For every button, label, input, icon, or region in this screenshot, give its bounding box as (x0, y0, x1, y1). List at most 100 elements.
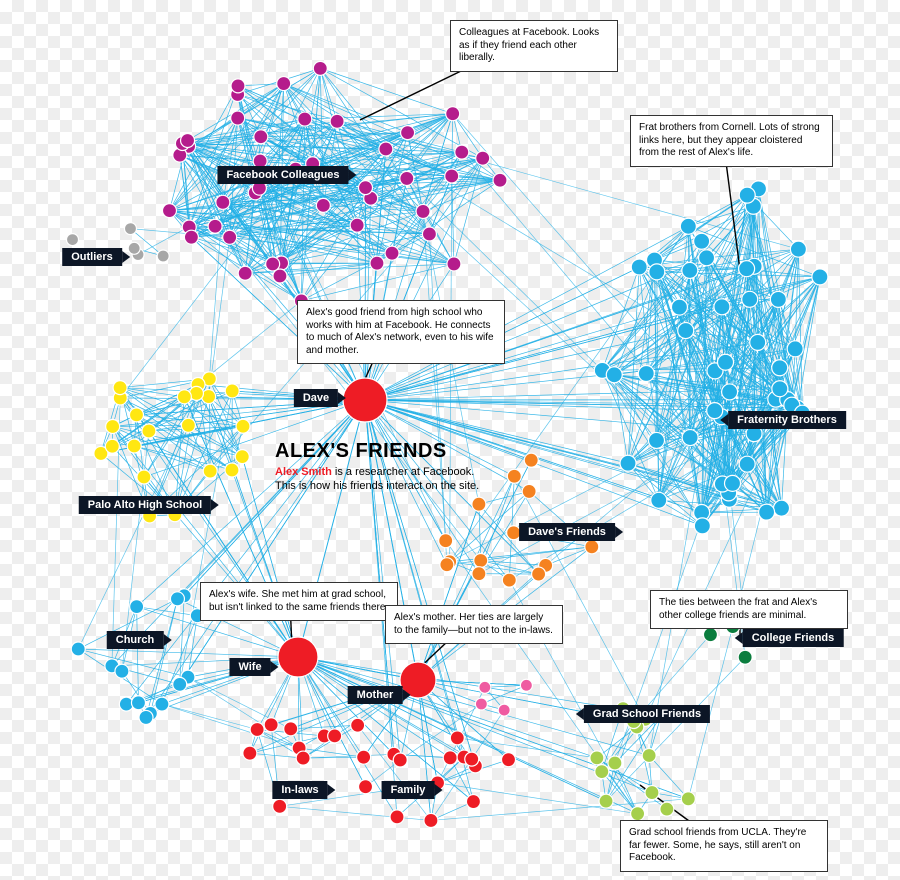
node-davesf (532, 567, 546, 581)
callout-3: Alex's wife. She met him at grad school,… (200, 582, 398, 621)
node-facebook (422, 227, 436, 241)
node-gradschool (645, 786, 659, 800)
node-paloalto (236, 419, 250, 433)
callout-6: Grad school friends from UCLA. They're f… (620, 820, 828, 872)
node-outliers (128, 242, 140, 254)
node-paloalto (181, 418, 195, 432)
node-paloalto (106, 419, 120, 433)
node-facebook (447, 257, 461, 271)
node-church (130, 600, 144, 614)
callout-5: The ties between the frat and Alex's oth… (650, 590, 848, 629)
node-pinkmisc (475, 698, 487, 710)
node-fraternity (678, 323, 694, 339)
node-fraternity (631, 259, 647, 275)
label-inlaws: In-laws (272, 781, 327, 799)
node-facebook (238, 266, 252, 280)
node-paloalto (177, 390, 191, 404)
node-fraternity (725, 475, 741, 491)
node-inlaws (284, 722, 298, 736)
node-church (115, 664, 129, 678)
hub-dave (343, 378, 387, 422)
node-facebook (400, 171, 414, 185)
node-facebook (231, 111, 245, 125)
node-fraternity (770, 291, 786, 307)
label-outliers: Outliers (62, 248, 122, 266)
node-outliers (157, 250, 169, 262)
node-facebook (277, 77, 291, 91)
node-davesf (472, 567, 486, 581)
node-paloalto (203, 464, 217, 478)
hub-wife (278, 637, 318, 677)
node-facebook (181, 133, 195, 147)
node-gradschool (595, 765, 609, 779)
node-facebook (208, 219, 222, 233)
node-fraternity (620, 455, 636, 471)
node-facebook (330, 114, 344, 128)
label-fraternity: Fraternity Brothers (728, 411, 846, 429)
node-facebook (445, 169, 459, 183)
label-church: Church (107, 631, 164, 649)
node-facebook (385, 246, 399, 260)
node-fraternity (682, 262, 698, 278)
node-fraternity (699, 250, 715, 266)
node-fraternity (718, 354, 734, 370)
node-church (155, 697, 169, 711)
node-gradschool (681, 792, 695, 806)
node-fraternity (651, 492, 667, 508)
node-facebook (446, 107, 460, 121)
callout-1: Frat brothers from Cornell. Lots of stro… (630, 115, 833, 167)
node-fraternity (759, 504, 775, 520)
label-facebook: Facebook Colleagues (217, 166, 348, 184)
node-facebook (359, 181, 373, 195)
node-davesf (507, 469, 521, 483)
callout-4: Alex's mother. Her ties are largely to t… (385, 605, 563, 644)
node-inlaws (359, 780, 373, 794)
node-family (424, 813, 438, 827)
node-inlaws (357, 750, 371, 764)
node-outliers (124, 223, 136, 235)
node-facebook (162, 204, 176, 218)
node-fraternity (694, 233, 710, 249)
node-inlaws (250, 723, 264, 737)
node-davesf (472, 497, 486, 511)
node-family (450, 731, 464, 745)
node-facebook (379, 142, 393, 156)
node-family (390, 810, 404, 824)
node-facebook (313, 61, 327, 75)
node-davesf (585, 540, 599, 554)
node-facebook (493, 173, 507, 187)
node-fraternity (739, 456, 755, 472)
node-gradschool (660, 802, 674, 816)
node-fraternity (649, 432, 665, 448)
network-diagram: ALEX'S FRIENDS Alex Smith is a researche… (0, 0, 900, 880)
node-davesf (440, 558, 454, 572)
node-church (131, 696, 145, 710)
node-family (466, 795, 480, 809)
node-fraternity (774, 500, 790, 516)
node-facebook (416, 204, 430, 218)
node-paloalto (225, 384, 239, 398)
label-paloalto: Palo Alto High School (79, 496, 211, 514)
node-fraternity (790, 241, 806, 257)
diagram-subtitle: Alex Smith is a researcher at Facebook. … (275, 465, 495, 494)
node-facebook (316, 198, 330, 212)
node-facebook (370, 256, 384, 270)
diagram-title: ALEX'S FRIENDS (275, 440, 495, 463)
label-hub-dave: Dave (294, 389, 338, 407)
node-fraternity (787, 341, 803, 357)
node-facebook (455, 145, 469, 159)
node-fraternity (682, 430, 698, 446)
node-gradschool (599, 794, 613, 808)
title-block: ALEX'S FRIENDS Alex Smith is a researche… (275, 440, 495, 494)
node-family (501, 753, 515, 767)
node-church (71, 642, 85, 656)
node-gradschool (590, 751, 604, 765)
node-college (703, 628, 717, 642)
node-pinkmisc (498, 704, 510, 716)
node-davesf (524, 453, 538, 467)
node-inlaws (243, 746, 257, 760)
node-inlaws (328, 729, 342, 743)
node-fraternity (680, 218, 696, 234)
node-inlaws (273, 799, 287, 813)
node-facebook (254, 130, 268, 144)
